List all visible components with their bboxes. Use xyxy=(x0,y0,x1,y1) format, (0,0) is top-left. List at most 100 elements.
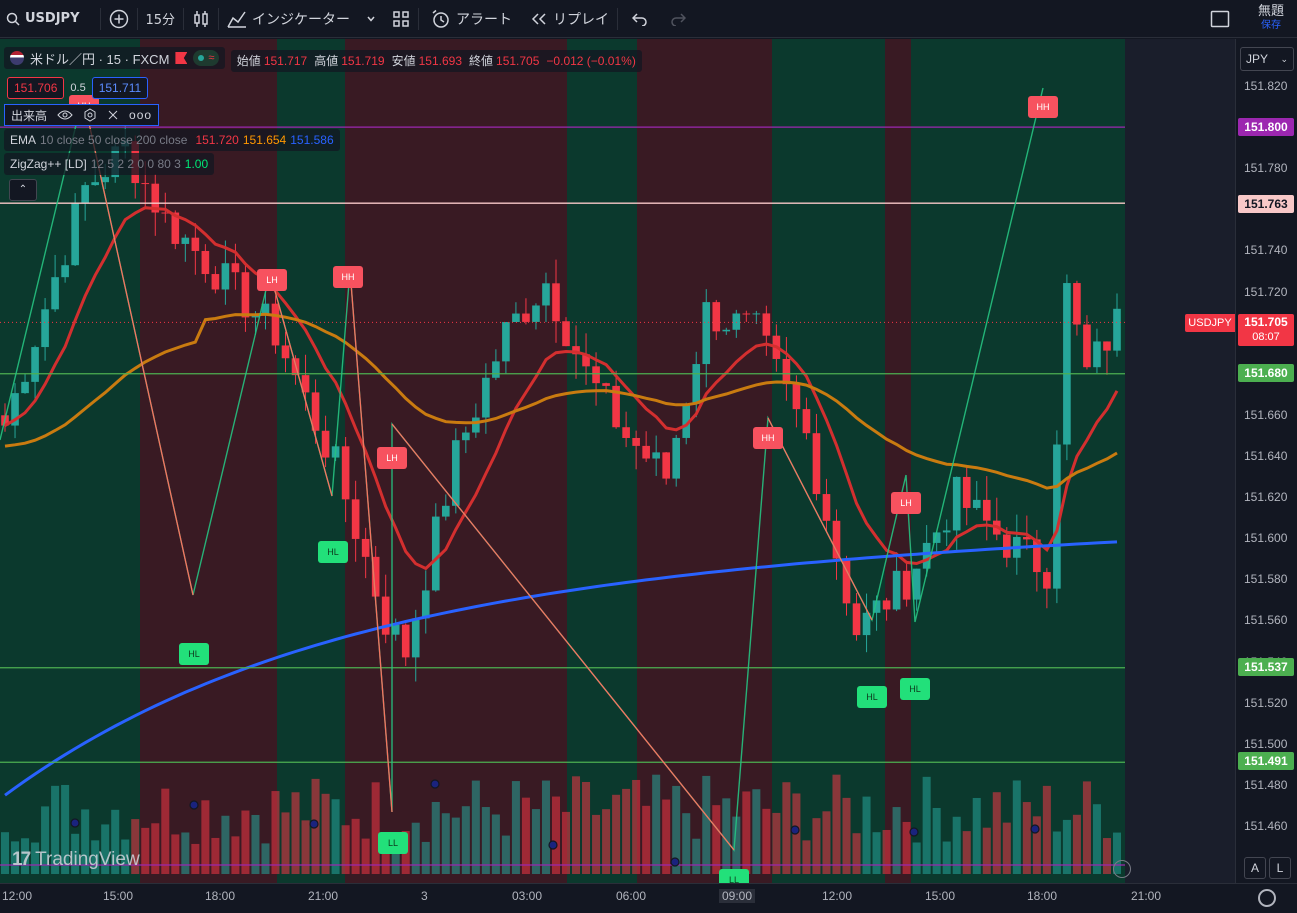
candle-body xyxy=(271,303,280,346)
volume-bar xyxy=(441,813,450,874)
undo-button[interactable] xyxy=(618,0,656,38)
candle-body xyxy=(301,375,310,393)
search-icon xyxy=(6,12,20,26)
volume-bar xyxy=(702,775,711,874)
price-tick-label: 151.740 xyxy=(1244,243,1288,258)
ask-button[interactable]: 151.711 xyxy=(91,77,149,99)
indicators-button[interactable]: インジケーター xyxy=(219,0,384,38)
candle-body xyxy=(522,313,530,322)
volume-bar xyxy=(832,774,841,874)
spread-value: 0.5 xyxy=(70,82,86,94)
pivot-label: HL xyxy=(900,678,930,700)
price-tick-label: 151.660 xyxy=(1244,407,1288,422)
volume-dot xyxy=(790,825,800,835)
volume-bar xyxy=(191,843,200,874)
volume-bar xyxy=(211,837,220,874)
candle-body xyxy=(1063,283,1071,445)
symbol-search[interactable]: USDJPY xyxy=(0,0,88,38)
volume-bar xyxy=(111,809,120,874)
ema-legend: EMA 10 close 50 close 200 close 151.720 … xyxy=(4,129,340,151)
time-tick-label: 12:00 xyxy=(2,889,33,903)
currency-selector[interactable]: JPY ⌄ xyxy=(1240,47,1294,71)
candle-body xyxy=(211,274,220,290)
price-tick-label: 151.460 xyxy=(1244,819,1288,833)
volume-bar xyxy=(882,829,891,874)
alert-button[interactable]: アラート xyxy=(419,0,520,38)
pivot-label: HL xyxy=(179,643,209,665)
price-tag-151680: 151.680 xyxy=(1238,364,1294,382)
volume-bar xyxy=(251,814,260,874)
volume-bar xyxy=(782,782,791,874)
time-axis[interactable]: 12:00 15:00 18:00 21:00 3 03:00 06:00 09:00 12:0… xyxy=(0,883,1297,913)
candle-body xyxy=(942,530,951,533)
pivot-label: HL xyxy=(857,686,887,708)
market-status-badge[interactable]: ≈ xyxy=(193,50,220,66)
candle-body xyxy=(361,538,370,557)
redo-button[interactable] xyxy=(656,0,694,38)
candle-body xyxy=(171,212,180,244)
timer-icon[interactable] xyxy=(1113,860,1131,878)
price-tick-label: 151.560 xyxy=(1244,613,1288,628)
volume-bar xyxy=(652,774,661,874)
bid-button[interactable]: 151.706 xyxy=(7,77,65,99)
more-icon[interactable]: ooo xyxy=(129,108,153,122)
settings-icon[interactable] xyxy=(1258,889,1276,907)
volume-dot xyxy=(189,800,199,810)
price-axis[interactable]: JPY ⌄ 151.820151.800151.780151.760151.74… xyxy=(1235,39,1297,883)
candle-body xyxy=(1113,308,1121,351)
volume-dot xyxy=(909,827,919,837)
pivot-label: LH xyxy=(891,492,921,514)
price-tag-151763: 151.763 xyxy=(1238,195,1294,213)
volume-bar xyxy=(511,781,520,874)
candle-body xyxy=(21,381,29,394)
high-label: 高値 xyxy=(314,54,339,68)
price-tick-label: 151.620 xyxy=(1244,490,1288,505)
volume-dot xyxy=(430,779,440,789)
volume-bar xyxy=(31,842,40,874)
alarm-clock-icon xyxy=(432,9,449,28)
time-tick-label: 15:00 xyxy=(103,889,134,903)
zigzag-params: 12 5 2 2 0 0 80 3 xyxy=(90,157,181,171)
compare-button[interactable] xyxy=(101,0,137,38)
candle-body xyxy=(532,305,540,322)
layout-button[interactable]: 無題 保存 xyxy=(1250,5,1292,33)
price-tick-label: 151.720 xyxy=(1244,284,1288,299)
interval-button[interactable]: 15分 xyxy=(145,13,176,28)
candle-body xyxy=(962,476,971,508)
candle-body xyxy=(782,358,791,385)
volume-bar xyxy=(632,779,641,874)
auto-scale-button[interactable]: A xyxy=(1244,857,1266,879)
last-price-tag: 151.705 08:07 xyxy=(1238,314,1294,346)
collapse-legend-button[interactable]: ⌃ xyxy=(9,179,37,201)
log-scale-button[interactable]: L xyxy=(1269,857,1291,879)
volume-bar xyxy=(21,838,30,874)
close-icon[interactable] xyxy=(107,109,119,121)
candle-body xyxy=(31,347,39,382)
zigzag-value: 1.00 xyxy=(184,157,209,171)
volume-bar xyxy=(742,791,751,874)
time-tick-label: 06:00 xyxy=(616,889,647,903)
candle-body xyxy=(902,570,911,600)
candle-body xyxy=(622,427,630,438)
session-band xyxy=(937,39,1125,883)
chart-type-button[interactable] xyxy=(184,0,218,38)
replay-button[interactable]: リプレイ xyxy=(520,0,617,38)
symbol-title[interactable]: 米ドル／円 · 15 · FXCM xyxy=(30,51,170,67)
flag-marker-icon[interactable] xyxy=(175,52,188,64)
templates-button[interactable] xyxy=(384,0,418,38)
volume-bar xyxy=(582,781,591,874)
candle-body xyxy=(922,542,931,569)
settings-icon[interactable] xyxy=(83,108,97,122)
volume-bar xyxy=(81,809,90,874)
candle-body xyxy=(912,568,921,600)
candle-body xyxy=(231,263,240,273)
fullscreen-button[interactable] xyxy=(1202,0,1238,38)
chart-pane[interactable]: HH LH HH LH HL HL HH LH HL HL HH LL LL 米… xyxy=(0,39,1235,883)
chevron-down-icon: ⌄ xyxy=(1280,54,1288,64)
candle-body xyxy=(241,272,250,318)
volume-bar xyxy=(612,794,621,874)
eye-icon[interactable] xyxy=(57,109,73,121)
volume-bar xyxy=(822,811,831,874)
candle-body xyxy=(482,377,490,418)
candle-body xyxy=(842,558,851,604)
